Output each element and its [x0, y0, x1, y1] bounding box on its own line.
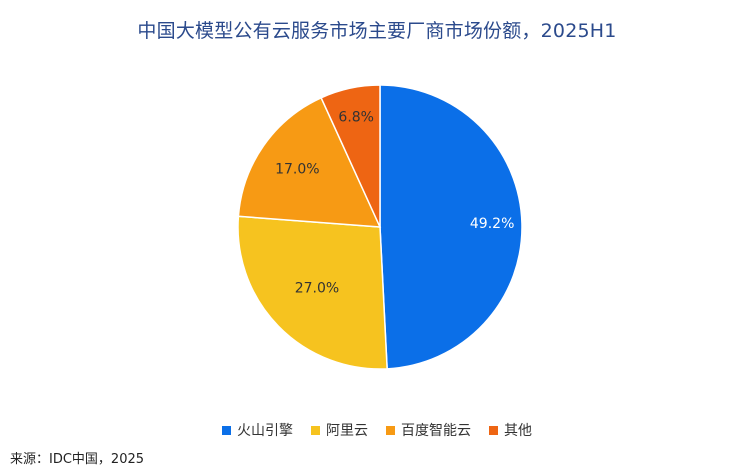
legend-label-baidu: 百度智能云	[401, 423, 471, 439]
legend-label-aliyun: 阿里云	[326, 423, 368, 439]
pie-label-huoshan: 49.2%	[470, 216, 514, 232]
legend-item-baidu: 百度智能云	[386, 420, 471, 440]
pie-slice-baidu	[237, 96, 382, 228]
legend-swatch-other	[489, 425, 498, 435]
pie-label-other: 6.8%	[338, 109, 374, 125]
pie-slice-other	[320, 84, 381, 228]
legend-label-huoshan: 火山引擎	[237, 423, 293, 439]
legend-item-aliyun: 阿里云	[311, 420, 368, 440]
legend-swatch-aliyun	[311, 425, 320, 435]
legend: 火山引擎 阿里云 百度智能云 其他	[0, 420, 754, 440]
pie-label-baidu: 17.0%	[275, 161, 319, 177]
source-note: 来源：IDC中国，2025	[10, 452, 145, 467]
legend-label-other: 其他	[504, 423, 532, 439]
pie-slice-huoshan	[379, 84, 523, 370]
pie-label-aliyun: 27.0%	[295, 280, 339, 296]
legend-item-huoshan: 火山引擎	[222, 420, 293, 440]
pie-slices	[237, 84, 523, 370]
pie-labels: 49.2% 27.0% 17.0% 6.8%	[275, 109, 514, 296]
legend-swatch-baidu	[386, 425, 395, 435]
chart-title: 中国大模型公有云服务市场主要厂商市场份额，2025H1	[137, 20, 617, 42]
legend-swatch-huoshan	[222, 425, 231, 435]
legend-item-other: 其他	[489, 420, 532, 440]
pie-slice-aliyun	[237, 215, 388, 370]
